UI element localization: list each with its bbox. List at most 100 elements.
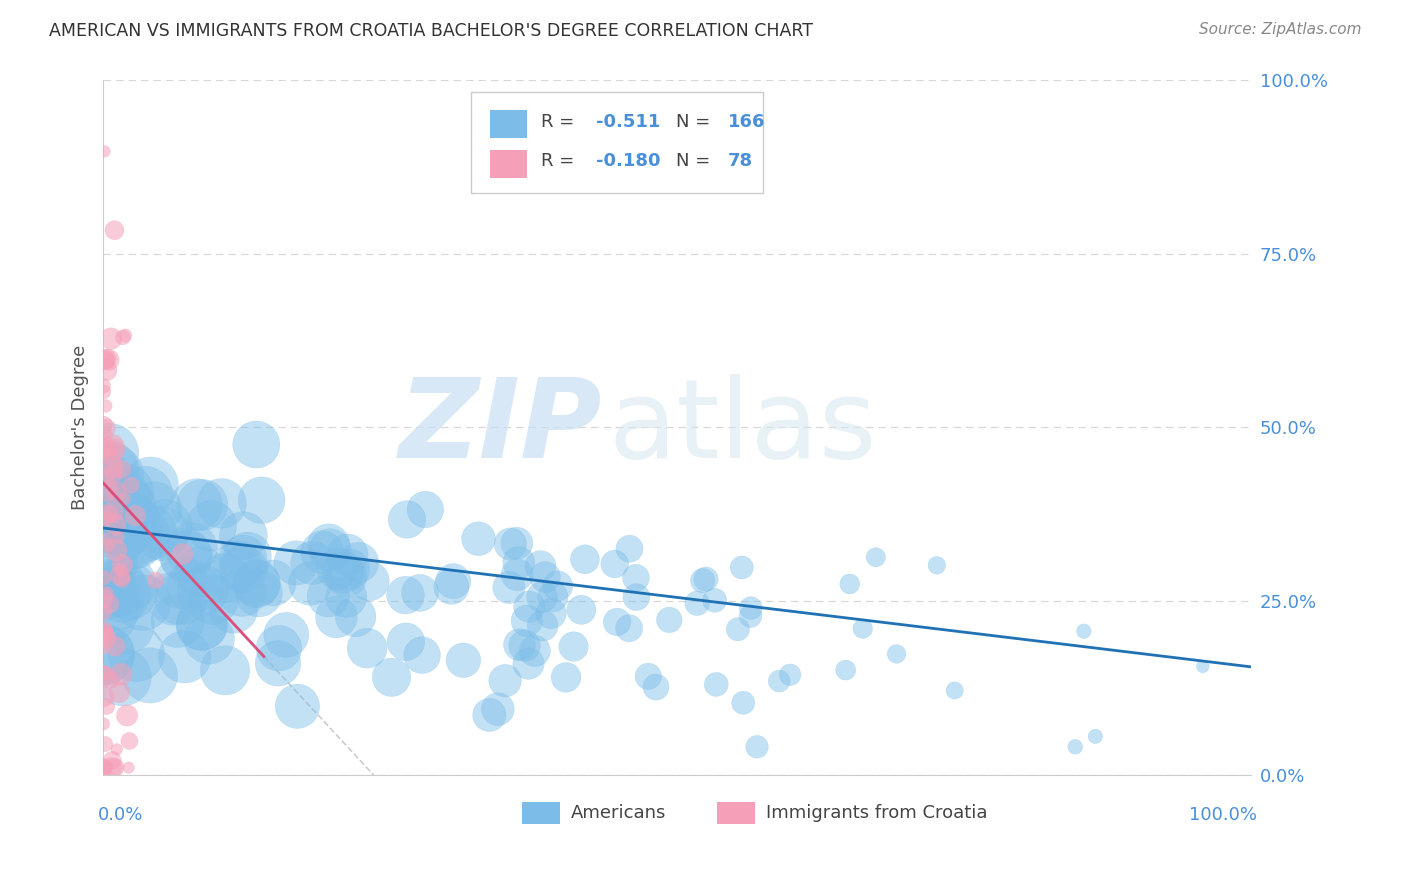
Point [686, 596, 709, 610]
Text: atlas: atlas [609, 374, 877, 481]
Point [94, 632, 117, 646]
Point [93, 384, 115, 399]
Point [319, 542, 342, 557]
Point [211, 496, 233, 510]
Point [104, 442, 127, 457]
Point [110, 513, 132, 527]
Point [540, 607, 562, 621]
Point [112, 491, 135, 506]
Point [93, 761, 115, 775]
Point [93, 665, 115, 680]
Point [110, 586, 132, 600]
Text: N =: N = [676, 153, 716, 170]
Point [104, 513, 127, 527]
Text: N =: N = [676, 112, 716, 130]
Text: 166: 166 [728, 112, 765, 130]
Point [112, 522, 135, 536]
Point [103, 223, 125, 237]
Point [101, 505, 124, 519]
Point [100, 517, 122, 532]
Point [318, 589, 340, 603]
Point [838, 577, 860, 591]
Point [176, 549, 198, 564]
FancyBboxPatch shape [717, 802, 755, 824]
Point [181, 579, 204, 593]
Point [101, 761, 124, 775]
Point [245, 577, 267, 591]
Point [143, 502, 166, 516]
Point [120, 478, 142, 492]
Point [100, 673, 122, 687]
Point [394, 588, 416, 602]
Point [93, 629, 115, 643]
Point [93, 690, 115, 704]
Point [96, 353, 118, 368]
Point [101, 461, 124, 475]
Point [396, 512, 419, 526]
Point [104, 517, 127, 532]
Point [534, 570, 557, 584]
Point [110, 562, 132, 576]
Point [98, 597, 121, 611]
Point [96, 533, 118, 547]
Text: Immigrants from Croatia: Immigrants from Croatia [766, 804, 987, 822]
Point [191, 618, 214, 632]
Point [162, 591, 184, 606]
Point [166, 614, 188, 628]
Point [134, 487, 156, 501]
Point [132, 596, 155, 610]
Point [94, 624, 117, 639]
Point [96, 582, 118, 596]
Point [409, 586, 432, 600]
Point [395, 635, 418, 649]
Point [413, 502, 436, 516]
Point [105, 516, 128, 530]
Point [498, 581, 520, 595]
Point [96, 494, 118, 508]
Point [138, 525, 160, 540]
Point [731, 560, 754, 574]
Point [118, 584, 141, 599]
Point [139, 668, 162, 682]
Point [94, 352, 117, 367]
Point [105, 742, 128, 756]
Point [107, 581, 129, 595]
Point [318, 538, 340, 552]
Point [1064, 739, 1087, 754]
Point [98, 464, 121, 478]
Point [91, 470, 114, 484]
Point [104, 761, 127, 775]
Point [124, 508, 146, 523]
Point [740, 609, 762, 624]
Point [704, 677, 727, 691]
Point [131, 528, 153, 542]
Point [121, 533, 143, 548]
Point [114, 485, 136, 500]
Point [692, 574, 714, 588]
Point [547, 579, 569, 593]
Point [96, 483, 118, 498]
Point [93, 631, 115, 645]
Point [695, 572, 717, 586]
Point [745, 739, 768, 754]
Point [93, 571, 115, 585]
Point [703, 593, 725, 607]
Point [768, 674, 790, 689]
Point [301, 556, 323, 570]
Point [214, 571, 236, 585]
Point [93, 417, 115, 432]
Point [91, 447, 114, 461]
Point [97, 556, 120, 570]
Point [94, 647, 117, 661]
Point [222, 602, 245, 616]
Point [110, 491, 132, 505]
FancyBboxPatch shape [491, 150, 527, 178]
Point [356, 641, 378, 656]
Point [1191, 659, 1213, 673]
Text: Americans: Americans [571, 804, 666, 822]
Point [125, 533, 148, 548]
Point [111, 558, 134, 572]
Point [174, 547, 197, 561]
Point [91, 378, 114, 392]
Point [236, 549, 259, 563]
